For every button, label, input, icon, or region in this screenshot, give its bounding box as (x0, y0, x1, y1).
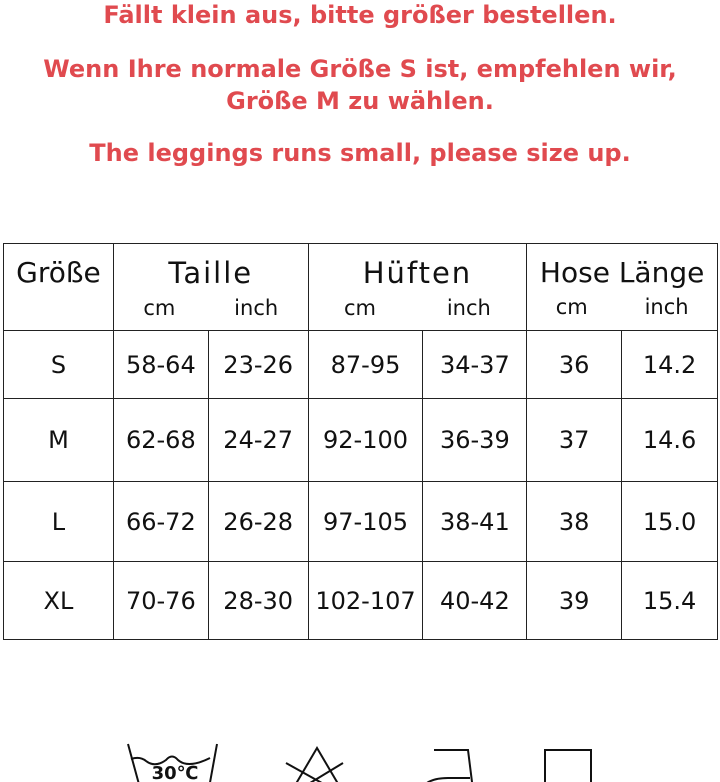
tumble-dry-square-icon (544, 749, 592, 782)
value-cell: 102-107 (307, 561, 424, 640)
value-cell: 92-100 (307, 398, 424, 482)
size-cell: L (3, 481, 114, 562)
header-length: Hose Länge cm inch (526, 243, 718, 331)
header-row: Größe Taille cm inch Hüften cm inch Hose Län… (3, 243, 718, 331)
value-cell: 37 (526, 398, 623, 482)
value-cell: 36 (526, 330, 623, 399)
value-cell: 70-76 (112, 561, 209, 640)
value-cell: 26-28 (207, 481, 309, 562)
value-cell: 28-30 (207, 561, 309, 640)
value-cell: 24-27 (207, 398, 309, 482)
value-cell: 39 (526, 561, 623, 640)
notice-line-4: The leggings runs small, please size up. (89, 139, 631, 167)
value-cell: 36-39 (422, 398, 528, 482)
iron-low-icon (426, 749, 474, 782)
notice-line-3: Größe M zu wählen. (226, 87, 494, 115)
header-hips: Hüften cm inch (307, 243, 528, 331)
value-cell: 97-105 (307, 481, 424, 562)
care-icons: 30℃ (127, 743, 592, 782)
value-cell: 14.2 (621, 330, 718, 399)
value-cell: 58-64 (112, 330, 209, 399)
size-chart-table: Größe Taille cm inch Hüften cm inch Hose Län… (3, 243, 718, 640)
value-cell: 38 (526, 481, 623, 562)
wash-30-icon: 30℃ (127, 743, 218, 782)
table-row: L 66-72 26-28 97-105 38-41 38 15.0 (3, 481, 718, 562)
notice-line-1: Fällt klein aus, bitte größer bestellen. (103, 1, 617, 29)
value-cell: 40-42 (422, 561, 528, 640)
do-not-bleach-icon (285, 746, 344, 782)
size-cell: M (3, 398, 114, 482)
table-row: M 62-68 24-27 92-100 36-39 37 14.6 (3, 398, 718, 482)
table-row: XL 70-76 28-30 102-107 40-42 39 15.4 (3, 561, 718, 640)
value-cell: 62-68 (112, 398, 209, 482)
value-cell: 87-95 (307, 330, 424, 399)
size-cell: XL (3, 561, 114, 640)
header-waist: Taille cm inch (112, 243, 309, 331)
value-cell: 14.6 (621, 398, 718, 482)
value-cell: 23-26 (207, 330, 309, 399)
svg-text:30℃: 30℃ (152, 763, 199, 782)
notice-line-2: Wenn Ihre normale Größe S ist, empfehlen… (43, 55, 677, 83)
value-cell: 34-37 (422, 330, 528, 399)
value-cell: 15.4 (621, 561, 718, 640)
header-size: Größe (3, 243, 114, 331)
size-cell: S (3, 330, 114, 399)
table-row: S 58-64 23-26 87-95 34-37 36 14.2 (3, 330, 718, 399)
value-cell: 66-72 (112, 481, 209, 562)
value-cell: 38-41 (422, 481, 528, 562)
value-cell: 15.0 (621, 481, 718, 562)
